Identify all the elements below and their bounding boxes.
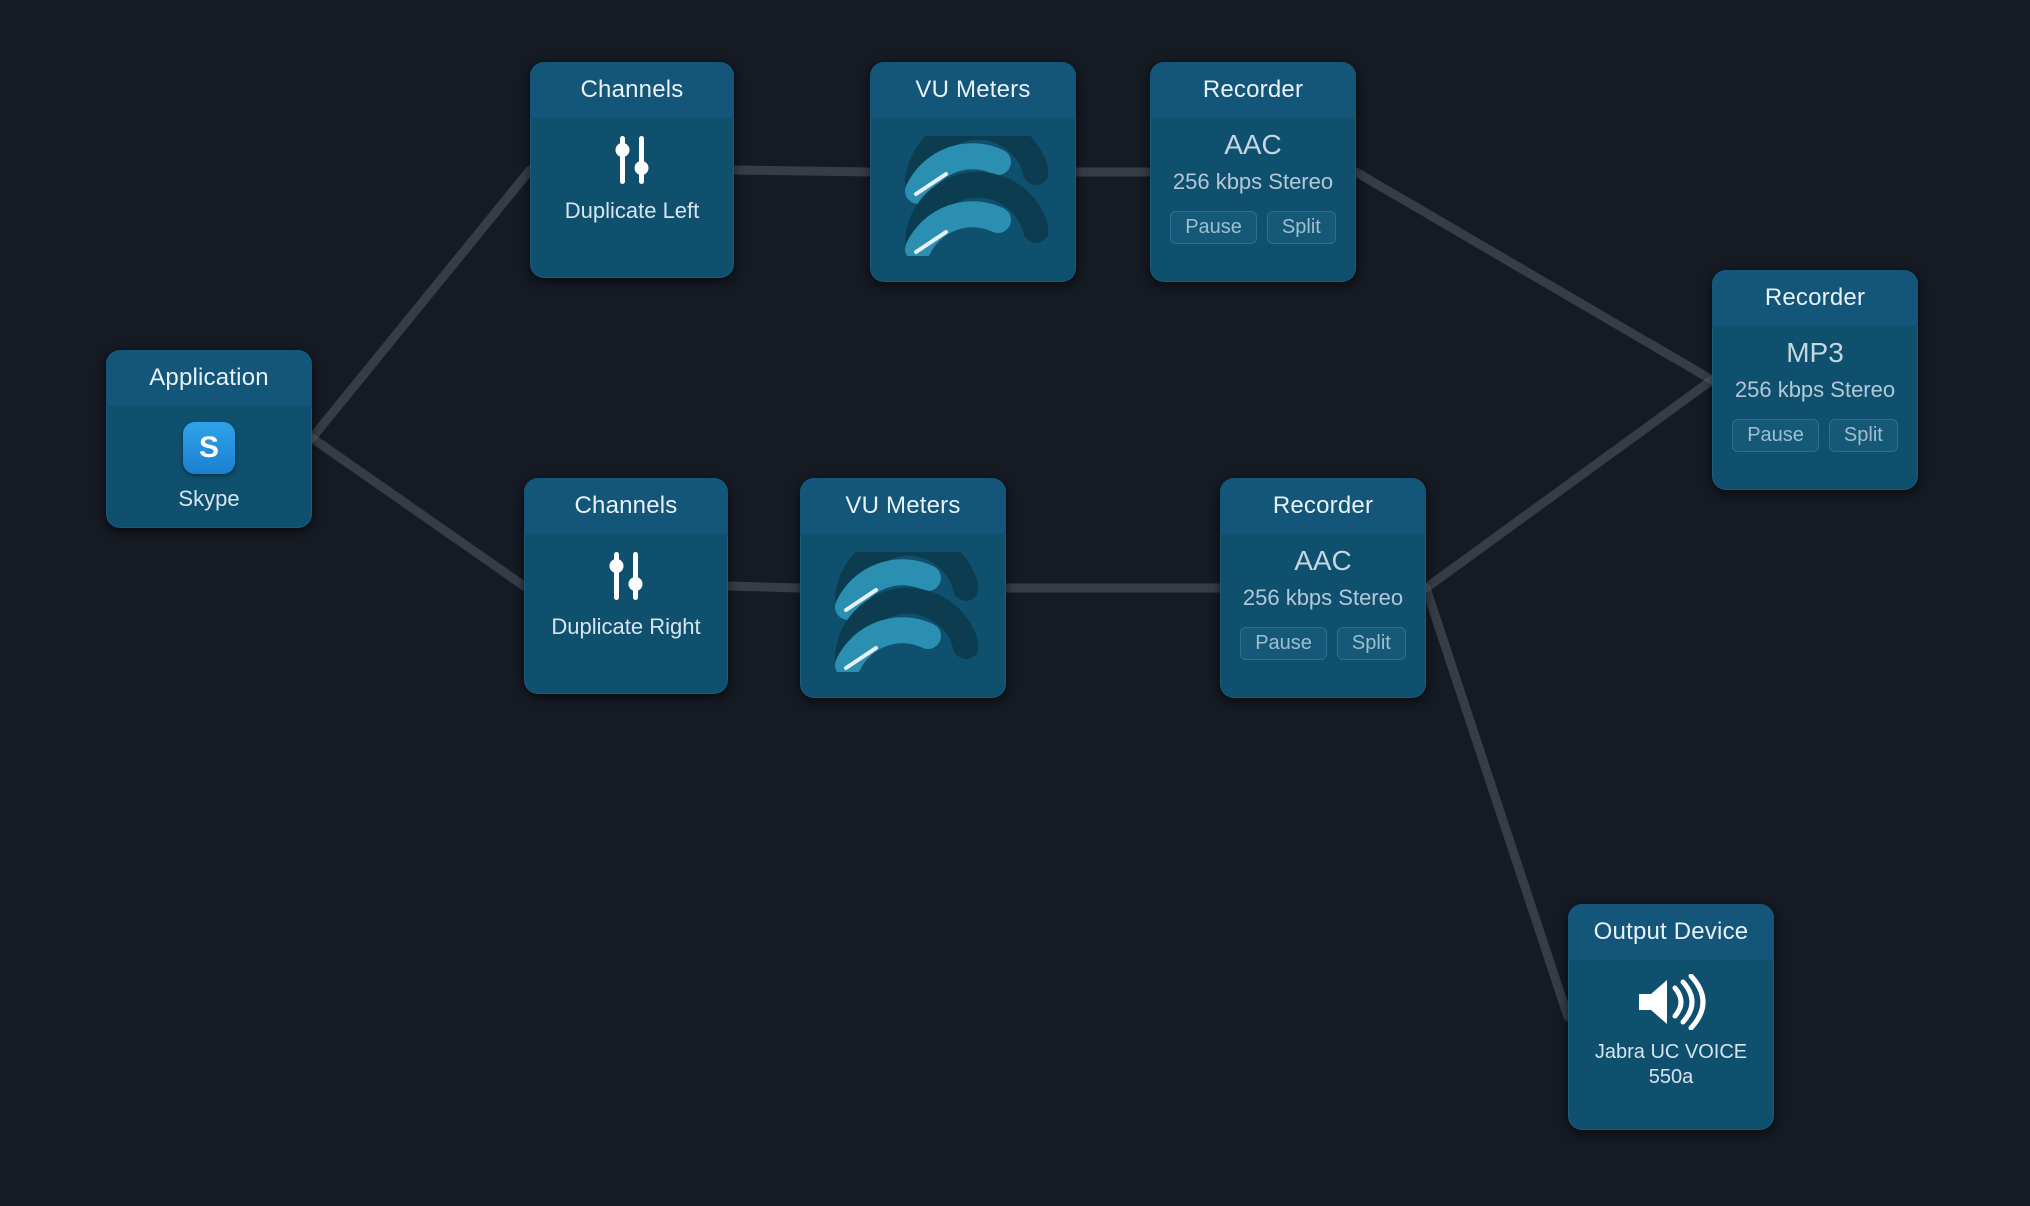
pause-button[interactable]: Pause bbox=[1170, 211, 1257, 244]
node-title: VU Meters bbox=[800, 478, 1006, 534]
node-label: Duplicate Left bbox=[565, 198, 700, 224]
audio-routing-canvas: Application S Skype Channels Du bbox=[0, 0, 2030, 1206]
node-title: VU Meters bbox=[870, 62, 1076, 118]
node-output-device[interactable]: Output Device Jabra UC VOICE 550a bbox=[1568, 904, 1774, 1130]
pause-button[interactable]: Pause bbox=[1732, 419, 1819, 452]
node-label: Skype bbox=[178, 486, 239, 512]
node-application[interactable]: Application S Skype bbox=[106, 350, 312, 528]
recorder-format: AAC bbox=[1294, 546, 1352, 577]
node-title: Channels bbox=[524, 478, 728, 534]
node-recorder-top[interactable]: Recorder AAC 256 kbps Stereo Pause Split bbox=[1150, 62, 1356, 282]
node-title: Channels bbox=[530, 62, 734, 118]
pause-button[interactable]: Pause bbox=[1240, 627, 1327, 660]
recorder-bitrate: 256 kbps Stereo bbox=[1735, 377, 1895, 403]
node-channels-bottom[interactable]: Channels Duplicate Right bbox=[524, 478, 728, 694]
node-title: Application bbox=[106, 350, 312, 406]
split-button[interactable]: Split bbox=[1337, 627, 1406, 660]
vumeter-icon bbox=[828, 546, 978, 677]
node-title: Recorder bbox=[1712, 270, 1918, 326]
vumeter-icon bbox=[898, 130, 1048, 261]
sliders-icon bbox=[602, 130, 662, 190]
node-title: Output Device bbox=[1568, 904, 1774, 960]
node-title: Recorder bbox=[1220, 478, 1426, 534]
recorder-bitrate: 256 kbps Stereo bbox=[1243, 585, 1403, 611]
node-label: Duplicate Right bbox=[551, 614, 700, 640]
split-button[interactable]: Split bbox=[1267, 211, 1336, 244]
split-button[interactable]: Split bbox=[1829, 419, 1898, 452]
node-vu-meters-top[interactable]: VU Meters bbox=[870, 62, 1076, 282]
recorder-format: MP3 bbox=[1786, 338, 1844, 369]
node-channels-top[interactable]: Channels Duplicate Left bbox=[530, 62, 734, 278]
node-recorder-bottom[interactable]: Recorder AAC 256 kbps Stereo Pause Split bbox=[1220, 478, 1426, 698]
recorder-bitrate: 256 kbps Stereo bbox=[1173, 169, 1333, 195]
speaker-icon bbox=[1631, 972, 1711, 1032]
sliders-icon bbox=[596, 546, 656, 606]
node-vu-meters-bottom[interactable]: VU Meters bbox=[800, 478, 1006, 698]
recorder-format: AAC bbox=[1224, 130, 1282, 161]
node-label: Jabra UC VOICE 550a bbox=[1582, 1040, 1760, 1090]
node-recorder-mp3[interactable]: Recorder MP3 256 kbps Stereo Pause Split bbox=[1712, 270, 1918, 490]
skype-icon: S bbox=[179, 418, 239, 478]
node-title: Recorder bbox=[1150, 62, 1356, 118]
